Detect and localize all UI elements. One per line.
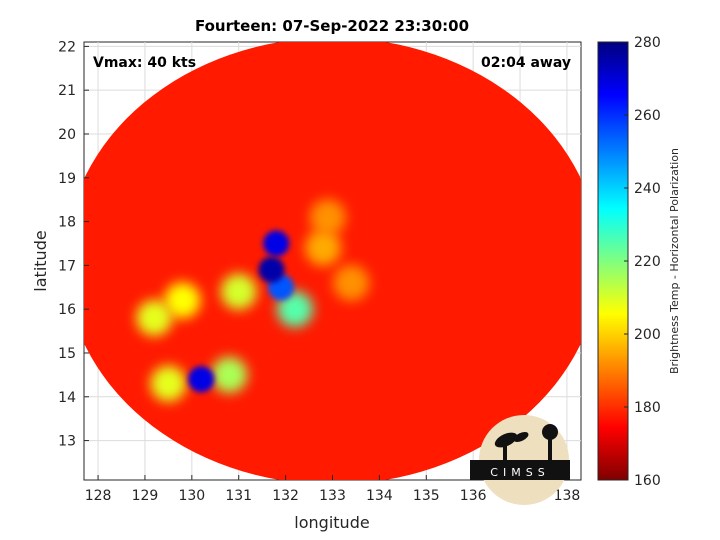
feature-blob <box>305 229 342 266</box>
colorbar <box>597 41 629 481</box>
feature-blob <box>211 356 248 393</box>
y-axis: 13 14 15 16 17 18 19 20 21 22 <box>58 39 89 450</box>
y-tick-label: 15 <box>58 346 76 362</box>
feature-blob <box>188 366 215 393</box>
x-tick-label: 130 <box>178 488 205 504</box>
colorbar-tick-label: 240 <box>634 181 661 197</box>
feature-blob <box>220 273 257 310</box>
feature-blob <box>258 256 285 283</box>
x-tick-label: 136 <box>460 488 487 504</box>
vmax-annotation: Vmax: 40 kts <box>93 55 196 71</box>
colorbar-tick-label: 260 <box>634 108 661 124</box>
feature-blob <box>276 291 313 328</box>
colorbar-ticks: 160 180 200 220 240 260 280 <box>624 35 661 489</box>
x-axis-label: longitude <box>294 513 369 532</box>
x-tick-label: 129 <box>132 488 159 504</box>
y-tick-label: 17 <box>58 258 76 274</box>
colorbar-label: Brightness Temp - Horizontal Polarizatio… <box>668 148 681 374</box>
chart-title: Fourteen: 07-Sep-2022 23:30:00 <box>195 17 469 35</box>
feature-layer <box>136 199 370 402</box>
feature-blob <box>263 230 290 257</box>
y-tick-label: 21 <box>58 83 76 99</box>
colorbar-tick-label: 220 <box>634 254 661 270</box>
x-tick-label: 134 <box>366 488 393 504</box>
x-tick-label: 132 <box>272 488 299 504</box>
y-tick-label: 14 <box>58 390 76 406</box>
x-tick-label: 131 <box>225 488 252 504</box>
y-tick-label: 19 <box>58 171 76 187</box>
y-axis-label: latitude <box>31 230 50 291</box>
feature-blob <box>150 365 187 402</box>
cimss-logo: CIMSS <box>470 415 570 505</box>
y-tick-label: 18 <box>58 215 76 231</box>
y-tick-label: 13 <box>58 434 76 450</box>
y-tick-label: 20 <box>58 127 76 143</box>
feature-blob <box>333 264 370 301</box>
x-tick-label: 135 <box>413 488 440 504</box>
colorbar-tick-label: 180 <box>634 400 661 416</box>
x-tick-label: 133 <box>319 488 346 504</box>
feature-blob <box>164 282 201 319</box>
logo-text: CIMSS <box>490 466 549 479</box>
y-tick-label: 22 <box>58 39 76 55</box>
time-away-annotation: 02:04 away <box>481 55 571 71</box>
y-tick-label: 16 <box>58 302 76 318</box>
swath-layer <box>84 42 581 480</box>
feature-blob <box>136 299 173 336</box>
x-tick-label: 128 <box>85 488 112 504</box>
colorbar-tick-label: 200 <box>634 327 661 343</box>
feature-blob <box>309 199 346 236</box>
colorbar-tick-label: 160 <box>634 473 661 489</box>
x-tick-label: 138 <box>554 488 581 504</box>
colorbar-tick-label: 280 <box>634 35 661 51</box>
